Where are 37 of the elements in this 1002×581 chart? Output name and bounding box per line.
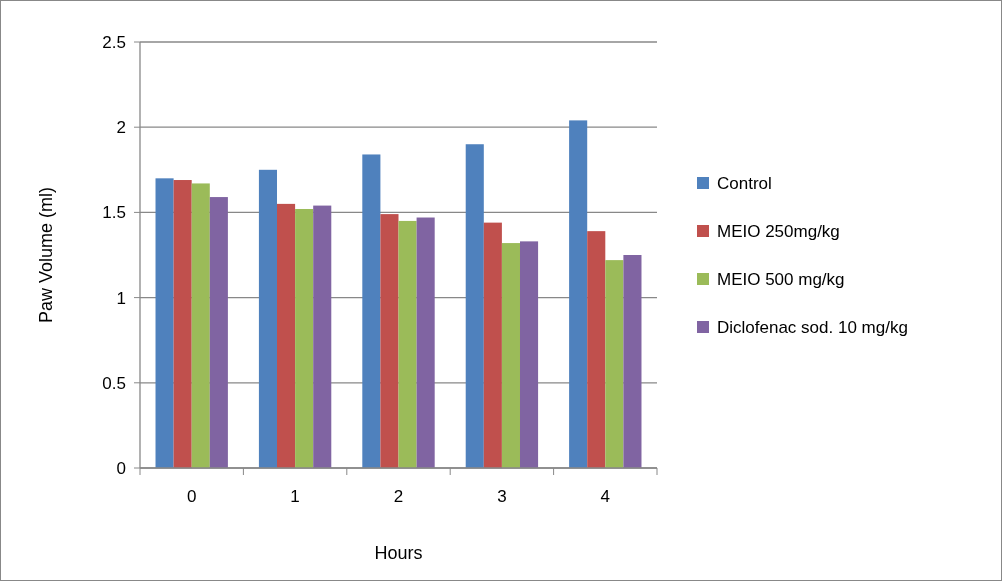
y-axis-title: Paw Volume (ml) <box>36 186 56 324</box>
bar <box>605 260 624 468</box>
bar <box>398 220 417 468</box>
legend-label: Diclofenac sod. 10 mg/kg <box>717 317 908 337</box>
bar <box>465 144 484 468</box>
bar <box>569 120 588 468</box>
y-tick-label: 0.5 <box>102 373 126 393</box>
bar <box>155 178 174 468</box>
bar <box>173 180 192 468</box>
x-tick-label: 3 <box>497 487 507 506</box>
y-tick-label: 1.5 <box>102 203 126 223</box>
y-tick-label: 2 <box>116 118 126 138</box>
bar <box>313 205 332 468</box>
legend-label: MEIO 250mg/kg <box>717 221 840 241</box>
bar <box>520 241 539 468</box>
x-axis-title: Hours <box>374 543 423 563</box>
legend-label: MEIO 500 mg/kg <box>717 269 845 289</box>
x-tick-label: 1 <box>290 487 300 506</box>
bar <box>295 208 314 468</box>
bar <box>483 222 502 468</box>
x-tick-label: 4 <box>600 487 611 506</box>
y-tick-label: 0 <box>116 458 126 478</box>
bar <box>380 214 399 468</box>
bar <box>277 203 296 468</box>
bar <box>362 154 381 468</box>
bar <box>587 231 606 468</box>
x-tick-label: 2 <box>393 487 404 506</box>
bar <box>191 183 210 468</box>
bar <box>501 243 520 468</box>
x-tick-label: 0 <box>186 487 197 506</box>
y-tick-label: 2.5 <box>102 32 126 52</box>
bar <box>258 169 278 468</box>
y-tick-label: 1 <box>116 288 126 308</box>
legend-label: Control <box>717 173 772 193</box>
bar <box>416 217 435 468</box>
bar <box>209 197 228 468</box>
bar <box>623 255 642 468</box>
